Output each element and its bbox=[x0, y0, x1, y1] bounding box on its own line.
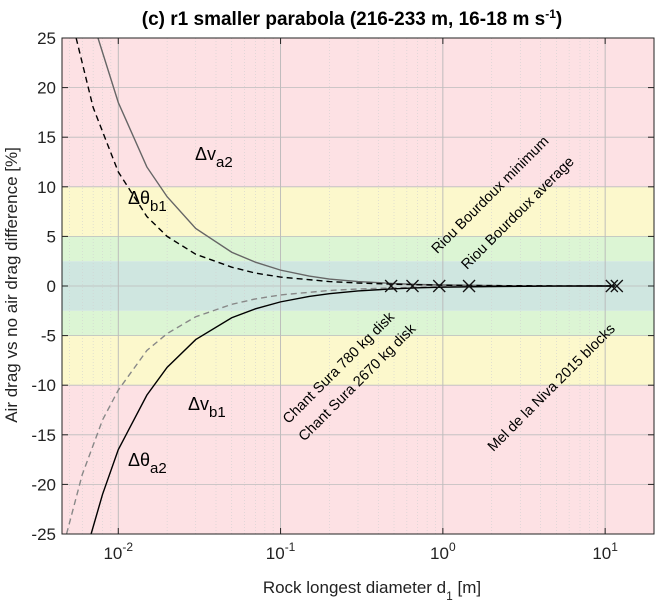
marker-layer bbox=[384, 279, 624, 293]
tick-layer: 10-2 10-1 100 101 -25 -20 -15 -10 -5 0 5 10 15 20 25 bbox=[31, 29, 654, 563]
series-label-b1: Δvb1 bbox=[188, 394, 226, 421]
series-label-a2: Δva2 bbox=[195, 144, 233, 171]
x-tick-label: 10-1 bbox=[266, 540, 296, 563]
y-tick-label: 0 bbox=[47, 277, 56, 296]
y-tick-label: 15 bbox=[37, 128, 56, 147]
y-axis-label: Air drag vs no air drag difference [%] bbox=[2, 147, 21, 423]
series-line-b1 bbox=[90, 285, 616, 535]
series-layer bbox=[65, 37, 616, 535]
y-tick-label: -25 bbox=[31, 525, 56, 544]
x-tick-label: 101 bbox=[592, 540, 618, 563]
data-marker-1 bbox=[406, 279, 419, 293]
y-tick-label: -10 bbox=[31, 376, 56, 395]
y-tick-label: 25 bbox=[37, 29, 56, 48]
chart-title: (c) r1 smaller parabola (216-233 m, 16-1… bbox=[142, 7, 562, 30]
band-2 bbox=[62, 186, 654, 237]
data-marker-4 bbox=[605, 279, 619, 293]
y-tick-label: -15 bbox=[31, 426, 56, 445]
series-line-a2 bbox=[65, 285, 616, 535]
x-axis-label: Rock longest diameter d1 [m] bbox=[263, 578, 481, 603]
series-line-b1 bbox=[75, 37, 616, 287]
series-label-b1: Δθb1 bbox=[128, 188, 167, 215]
series-label-layer: Δva2 Δθb1 Δθa2 Δvb1 bbox=[128, 144, 233, 477]
data-marker-0 bbox=[384, 279, 398, 293]
x-tick-label: 10-2 bbox=[103, 540, 133, 563]
y-tick-label: -20 bbox=[31, 475, 56, 494]
series-label-a2: Δθa2 bbox=[128, 450, 167, 477]
y-tick-label: 5 bbox=[47, 227, 56, 246]
y-tick-label: 10 bbox=[37, 178, 56, 197]
data-marker-3 bbox=[462, 279, 476, 293]
y-tick-label: 20 bbox=[37, 79, 56, 98]
y-tick-label: -5 bbox=[41, 327, 56, 346]
data-marker-5 bbox=[610, 279, 624, 293]
x-tick-label: 100 bbox=[430, 540, 456, 563]
data-marker-2 bbox=[432, 279, 446, 293]
